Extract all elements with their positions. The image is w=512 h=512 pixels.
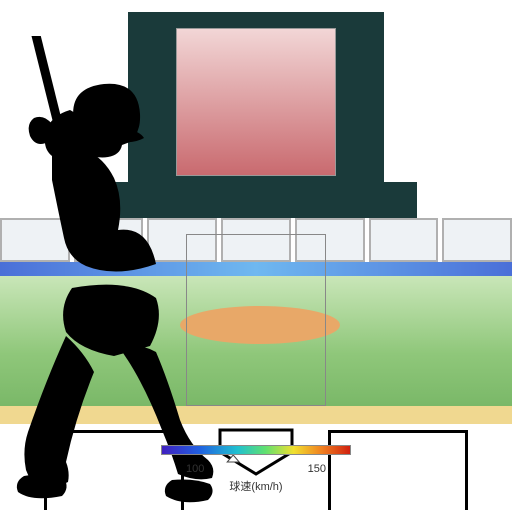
batter-silhouette [0, 36, 216, 506]
velocity-tick-label: 100 [186, 463, 204, 475]
batter-box-line [465, 430, 468, 510]
velocity-axis-label: 球速(km/h) [156, 478, 356, 494]
stand-section [369, 218, 439, 262]
velocity-legend: 100 150 球速(km/h) [156, 445, 356, 494]
velocity-tick-label: 150 [308, 463, 326, 475]
velocity-colorbar [161, 445, 351, 455]
stand-section [442, 218, 512, 262]
batter-box-line [328, 430, 468, 433]
velocity-caret [161, 455, 351, 463]
velocity-ticks: 100 150 [161, 463, 351, 477]
